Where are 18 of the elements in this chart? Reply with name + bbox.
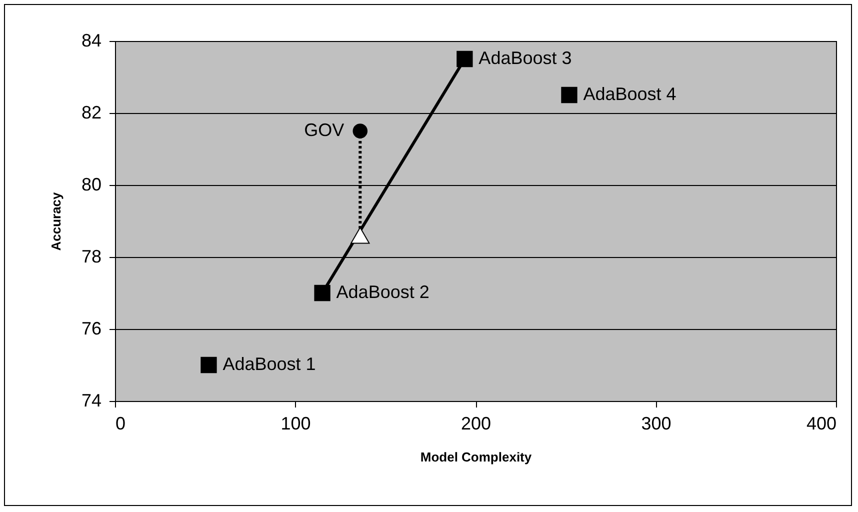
y-tick-label: 82 [81,102,102,122]
x-tick-label: 0 [116,414,126,434]
y-axis-title: Accuracy [48,191,64,251]
annotation: AdaBoost 2 [336,282,430,302]
y-tick-label: 84 [81,30,102,50]
annotation: AdaBoost 4 [583,84,676,104]
x-tick-label: 100 [280,414,311,434]
y-tick-label: 76 [81,318,102,338]
x-tick-label: 200 [460,414,492,434]
y-tick-label: 80 [81,174,102,194]
y-tick-label: 74 [81,390,102,410]
x-tick-label: 400 [806,414,836,434]
annotation: AdaBoost 1 [222,354,316,374]
x-axis-title: Model Complexity [420,450,532,464]
annotation: AdaBoost 3 [478,48,572,68]
annotation: GOV [304,120,344,140]
x-tick-label: 300 [641,414,672,434]
y-tick-label: 78 [81,246,102,266]
